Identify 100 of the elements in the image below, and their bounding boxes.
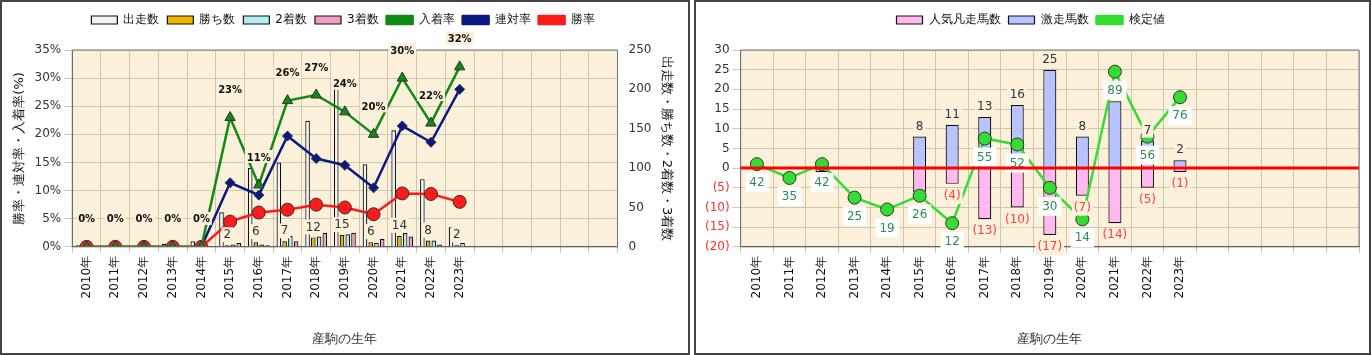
data-label: 35: [781, 189, 798, 204]
y2-tick-label: 100: [628, 160, 652, 175]
data-label: 55: [977, 149, 993, 164]
y-tick-label: 0%: [42, 238, 62, 253]
x-tick-label: 2010年: [78, 255, 93, 299]
data-label: (1): [1171, 176, 1189, 191]
data-label: 30: [1042, 198, 1058, 213]
data-label: 0%: [78, 213, 96, 225]
y-tick-label: 30%: [34, 70, 62, 85]
data-label: 56: [1139, 147, 1156, 162]
x-tick-label: 2021年: [394, 255, 409, 299]
data-label: 52: [1009, 155, 1025, 170]
data-label: 12: [305, 219, 321, 234]
data-label: (7): [1073, 199, 1091, 214]
data-label: (4): [943, 187, 961, 202]
x-tick-label: 2017年: [279, 255, 294, 299]
x-tick-label: 2014年: [879, 255, 894, 299]
data-label: 25: [1042, 51, 1058, 66]
y-tick-label: 30: [714, 42, 730, 57]
data-label: 0%: [106, 213, 124, 225]
y-tick-label: 5: [721, 140, 730, 155]
data-label: 42: [749, 175, 765, 190]
y-axis-title: 勝率・連対率・入着率(%): [11, 72, 27, 225]
x-tick-label: 2023年: [1172, 255, 1187, 299]
x-tick-label: 2022年: [423, 255, 438, 299]
x-tick-label: 2023年: [451, 255, 466, 299]
x-tick-label: 2016年: [250, 255, 265, 299]
data-label: 14: [1074, 230, 1090, 245]
y2-tick-label: 50: [628, 199, 644, 214]
y-tick-label: (15): [704, 219, 730, 234]
y-tick-label: 25%: [34, 98, 62, 113]
data-label: 11: [944, 106, 960, 121]
x-tick-label: 2021年: [1107, 255, 1122, 299]
data-label: (5): [1138, 191, 1156, 206]
data-label: 27%: [304, 61, 329, 73]
data-label: 7: [1143, 122, 1152, 137]
data-label: 8: [424, 222, 432, 237]
legend-label: 3着数: [347, 12, 379, 27]
data-label: 12: [944, 234, 960, 249]
x-tick-label: 2018年: [1009, 255, 1024, 299]
x-axis-title: 産駒の生年: [312, 330, 378, 346]
x-tick-label: 2012年: [814, 255, 829, 299]
data-label: (14): [1102, 227, 1128, 242]
data-label: 2: [452, 227, 461, 242]
x-tick-label: 2013年: [846, 255, 861, 299]
data-label: (17): [1037, 239, 1063, 254]
legend-label: 入着率: [418, 12, 455, 27]
data-label: 6: [366, 224, 375, 239]
x-tick-label: 2019年: [1041, 255, 1056, 299]
legend-label: 勝率: [570, 12, 595, 27]
x-tick-label: 2020年: [1074, 255, 1089, 299]
data-label: 0%: [192, 213, 210, 225]
x-tick-label: 2011年: [107, 255, 122, 299]
y-tick-label: 10: [714, 120, 730, 135]
legend-label: 人気凡走馬数: [928, 12, 1001, 27]
data-label: (13): [972, 223, 998, 238]
y-tick-label: 35%: [34, 42, 62, 57]
data-label: 16: [1009, 87, 1025, 102]
y-tick-label: 15: [714, 101, 730, 116]
y-tick-label: 25: [714, 61, 730, 76]
y-tick-label: 15%: [34, 154, 62, 169]
data-label: 8: [1078, 118, 1087, 133]
y-tick-label: 20%: [34, 126, 62, 141]
data-label: 11%: [246, 151, 271, 163]
x-tick-label: 2015年: [911, 255, 926, 299]
data-label: 13: [977, 99, 993, 114]
y-tick-label: 20: [714, 81, 730, 96]
data-label: (10): [1004, 211, 1030, 226]
x-tick-label: 2012年: [136, 255, 151, 299]
x-tick-label: 2013年: [164, 255, 179, 299]
legend-label: 激走馬数: [1040, 12, 1089, 27]
data-label: 2: [223, 227, 232, 242]
data-label: 19: [879, 220, 895, 235]
data-label: 0%: [164, 213, 182, 225]
y2-tick-label: 250: [628, 42, 652, 57]
data-label: 26%: [275, 67, 300, 79]
data-label: 8: [915, 118, 924, 133]
x-tick-label: 2018年: [308, 255, 323, 299]
data-label: 22%: [419, 89, 443, 101]
y-tick-label: (20): [704, 238, 730, 253]
data-label: 25: [846, 208, 863, 223]
y-tick-label: 10%: [34, 182, 62, 197]
data-label: 76: [1172, 108, 1188, 123]
x-tick-label: 2014年: [193, 255, 208, 299]
legend-label: 出走数: [123, 12, 160, 27]
legend-label: 連対率: [494, 12, 531, 27]
x-tick-label: 2022年: [1139, 255, 1154, 299]
x-tick-label: 2010年: [749, 255, 764, 299]
x-tick-label: 2020年: [365, 255, 380, 299]
x-axis-title: 産駒の生年: [1017, 330, 1083, 346]
data-label: 0%: [135, 213, 153, 225]
y2-axis-title: 出走数・勝ち数・2着数・3着数: [659, 55, 675, 242]
data-label: 7: [280, 223, 289, 238]
data-label: 23%: [218, 84, 243, 96]
data-label: 32%: [447, 33, 472, 45]
data-label: 26: [911, 206, 928, 221]
x-tick-label: 2016年: [944, 255, 959, 299]
x-tick-label: 2019年: [337, 255, 352, 299]
y-tick-label: 5%: [42, 210, 62, 225]
data-label: 30%: [390, 44, 415, 56]
